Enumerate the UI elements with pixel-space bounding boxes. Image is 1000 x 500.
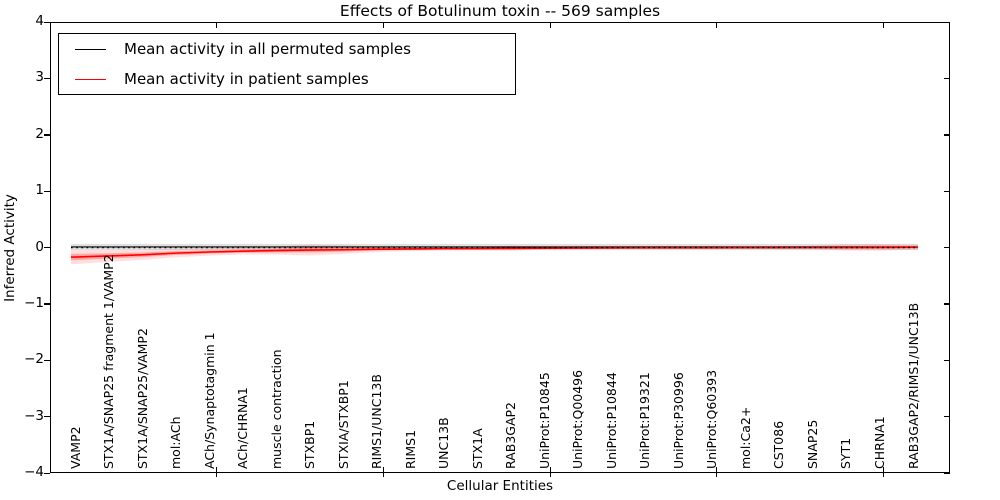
chart-title: Effects of Botulinum toxin -- 569 sample… <box>339 2 661 20</box>
x-tick-top <box>549 22 551 28</box>
y-tick-label: 2 <box>35 125 44 142</box>
x-tick-bottom <box>382 467 385 477</box>
x-category-label: muscle contraction <box>268 349 284 469</box>
x-category-label: UniProt:P10845 <box>536 372 552 469</box>
y-tick-right <box>944 21 950 23</box>
x-category-label: VAMP2 <box>67 426 83 469</box>
x-category-label: UniProt:P10844 <box>603 372 619 469</box>
y-tick-label: −3 <box>24 407 44 424</box>
legend-item: Mean activity in all permuted samples <box>59 34 515 64</box>
y-tick-left <box>44 21 50 23</box>
y-tick-left <box>44 134 50 136</box>
x-category-label: STXIA/STXBP1 <box>335 380 351 469</box>
x-category-label: STXBP1 <box>302 420 318 469</box>
legend-item: Mean activity in patient samples <box>59 64 515 94</box>
x-tick-top <box>216 22 218 28</box>
x-category-label: UniProt:Q60393 <box>704 369 720 469</box>
y-tick-left <box>44 472 50 474</box>
y-tick-right <box>944 134 950 136</box>
legend: Mean activity in all permuted samples Me… <box>58 33 516 95</box>
x-tick-bottom <box>882 467 885 477</box>
permuted-line-sample-icon <box>75 48 106 50</box>
x-category-label: UNC13B <box>436 417 452 469</box>
x-category-label: SYT1 <box>838 437 854 469</box>
x-category-label: RIMS1/UNC13B <box>369 374 385 469</box>
y-tick-left <box>44 190 50 192</box>
y-tick-left <box>44 416 50 418</box>
y-tick-label: 1 <box>35 182 44 199</box>
y-tick-right <box>944 190 950 192</box>
x-category-label: mol:ACh <box>168 416 184 470</box>
y-tick-right <box>944 303 950 305</box>
y-tick-left <box>44 303 50 305</box>
y-tick-right <box>944 472 950 474</box>
y-tick-right <box>944 416 950 418</box>
x-category-label: ACh/Synaptotagmin 1 <box>201 332 217 469</box>
x-category-label: UniProt:Q00496 <box>570 369 586 469</box>
x-category-label: RIMS1 <box>402 429 418 469</box>
x-category-label: mol:Ca2+ <box>737 406 753 469</box>
x-category-label: CHRNA1 <box>871 416 887 469</box>
x-category-label: RAB3GAP2 <box>503 402 519 469</box>
x-category-label: RAB3GAP2/RIMS1/UNC13B <box>905 302 921 469</box>
y-tick-right <box>944 77 950 80</box>
patient-mean-line <box>71 246 918 258</box>
x-category-label: UniProt:P19321 <box>637 372 653 469</box>
y-tick-left <box>44 247 50 249</box>
y-tick-label: 0 <box>35 238 44 255</box>
x-category-label: STX1A/SNAP25/VAMP2 <box>134 328 150 469</box>
y-tick-left <box>44 359 50 362</box>
x-tick-bottom <box>716 467 718 477</box>
x-category-label: CST086 <box>771 420 787 469</box>
patient-line-sample-icon <box>75 78 106 80</box>
x-tick-bottom <box>549 467 551 477</box>
x-category-label: ACh/CHRNA1 <box>235 387 251 469</box>
y-tick-label: −2 <box>24 351 44 368</box>
y-tick-label: 4 <box>35 13 44 29</box>
x-tick-top <box>716 22 718 28</box>
x-category-label: STX1A/SNAP25 fragment 1/VAMP2 <box>101 254 117 469</box>
y-tick-right <box>944 359 950 362</box>
legend-item-label: Mean activity in patient samples <box>124 70 369 88</box>
y-tick-label: 3 <box>35 69 44 86</box>
legend-item-label: Mean activity in all permuted samples <box>124 40 411 58</box>
x-category-label: SNAP25 <box>804 419 820 469</box>
patient-band-inner <box>71 245 918 261</box>
x-tick-top <box>882 22 885 28</box>
y-tick-right <box>944 247 950 249</box>
x-tick-top <box>382 22 385 28</box>
y-tick-label: −1 <box>24 294 44 311</box>
y-tick-label: −4 <box>24 464 44 480</box>
chart-plot-area <box>71 243 918 265</box>
x-axis-label: Cellular Entities <box>446 478 554 494</box>
x-tick-bottom <box>216 467 218 477</box>
patient-band-outer <box>71 243 918 265</box>
y-tick-left <box>44 77 50 80</box>
x-category-label: UniProt:P30996 <box>670 372 686 469</box>
x-category-label: STX1A <box>469 428 485 469</box>
